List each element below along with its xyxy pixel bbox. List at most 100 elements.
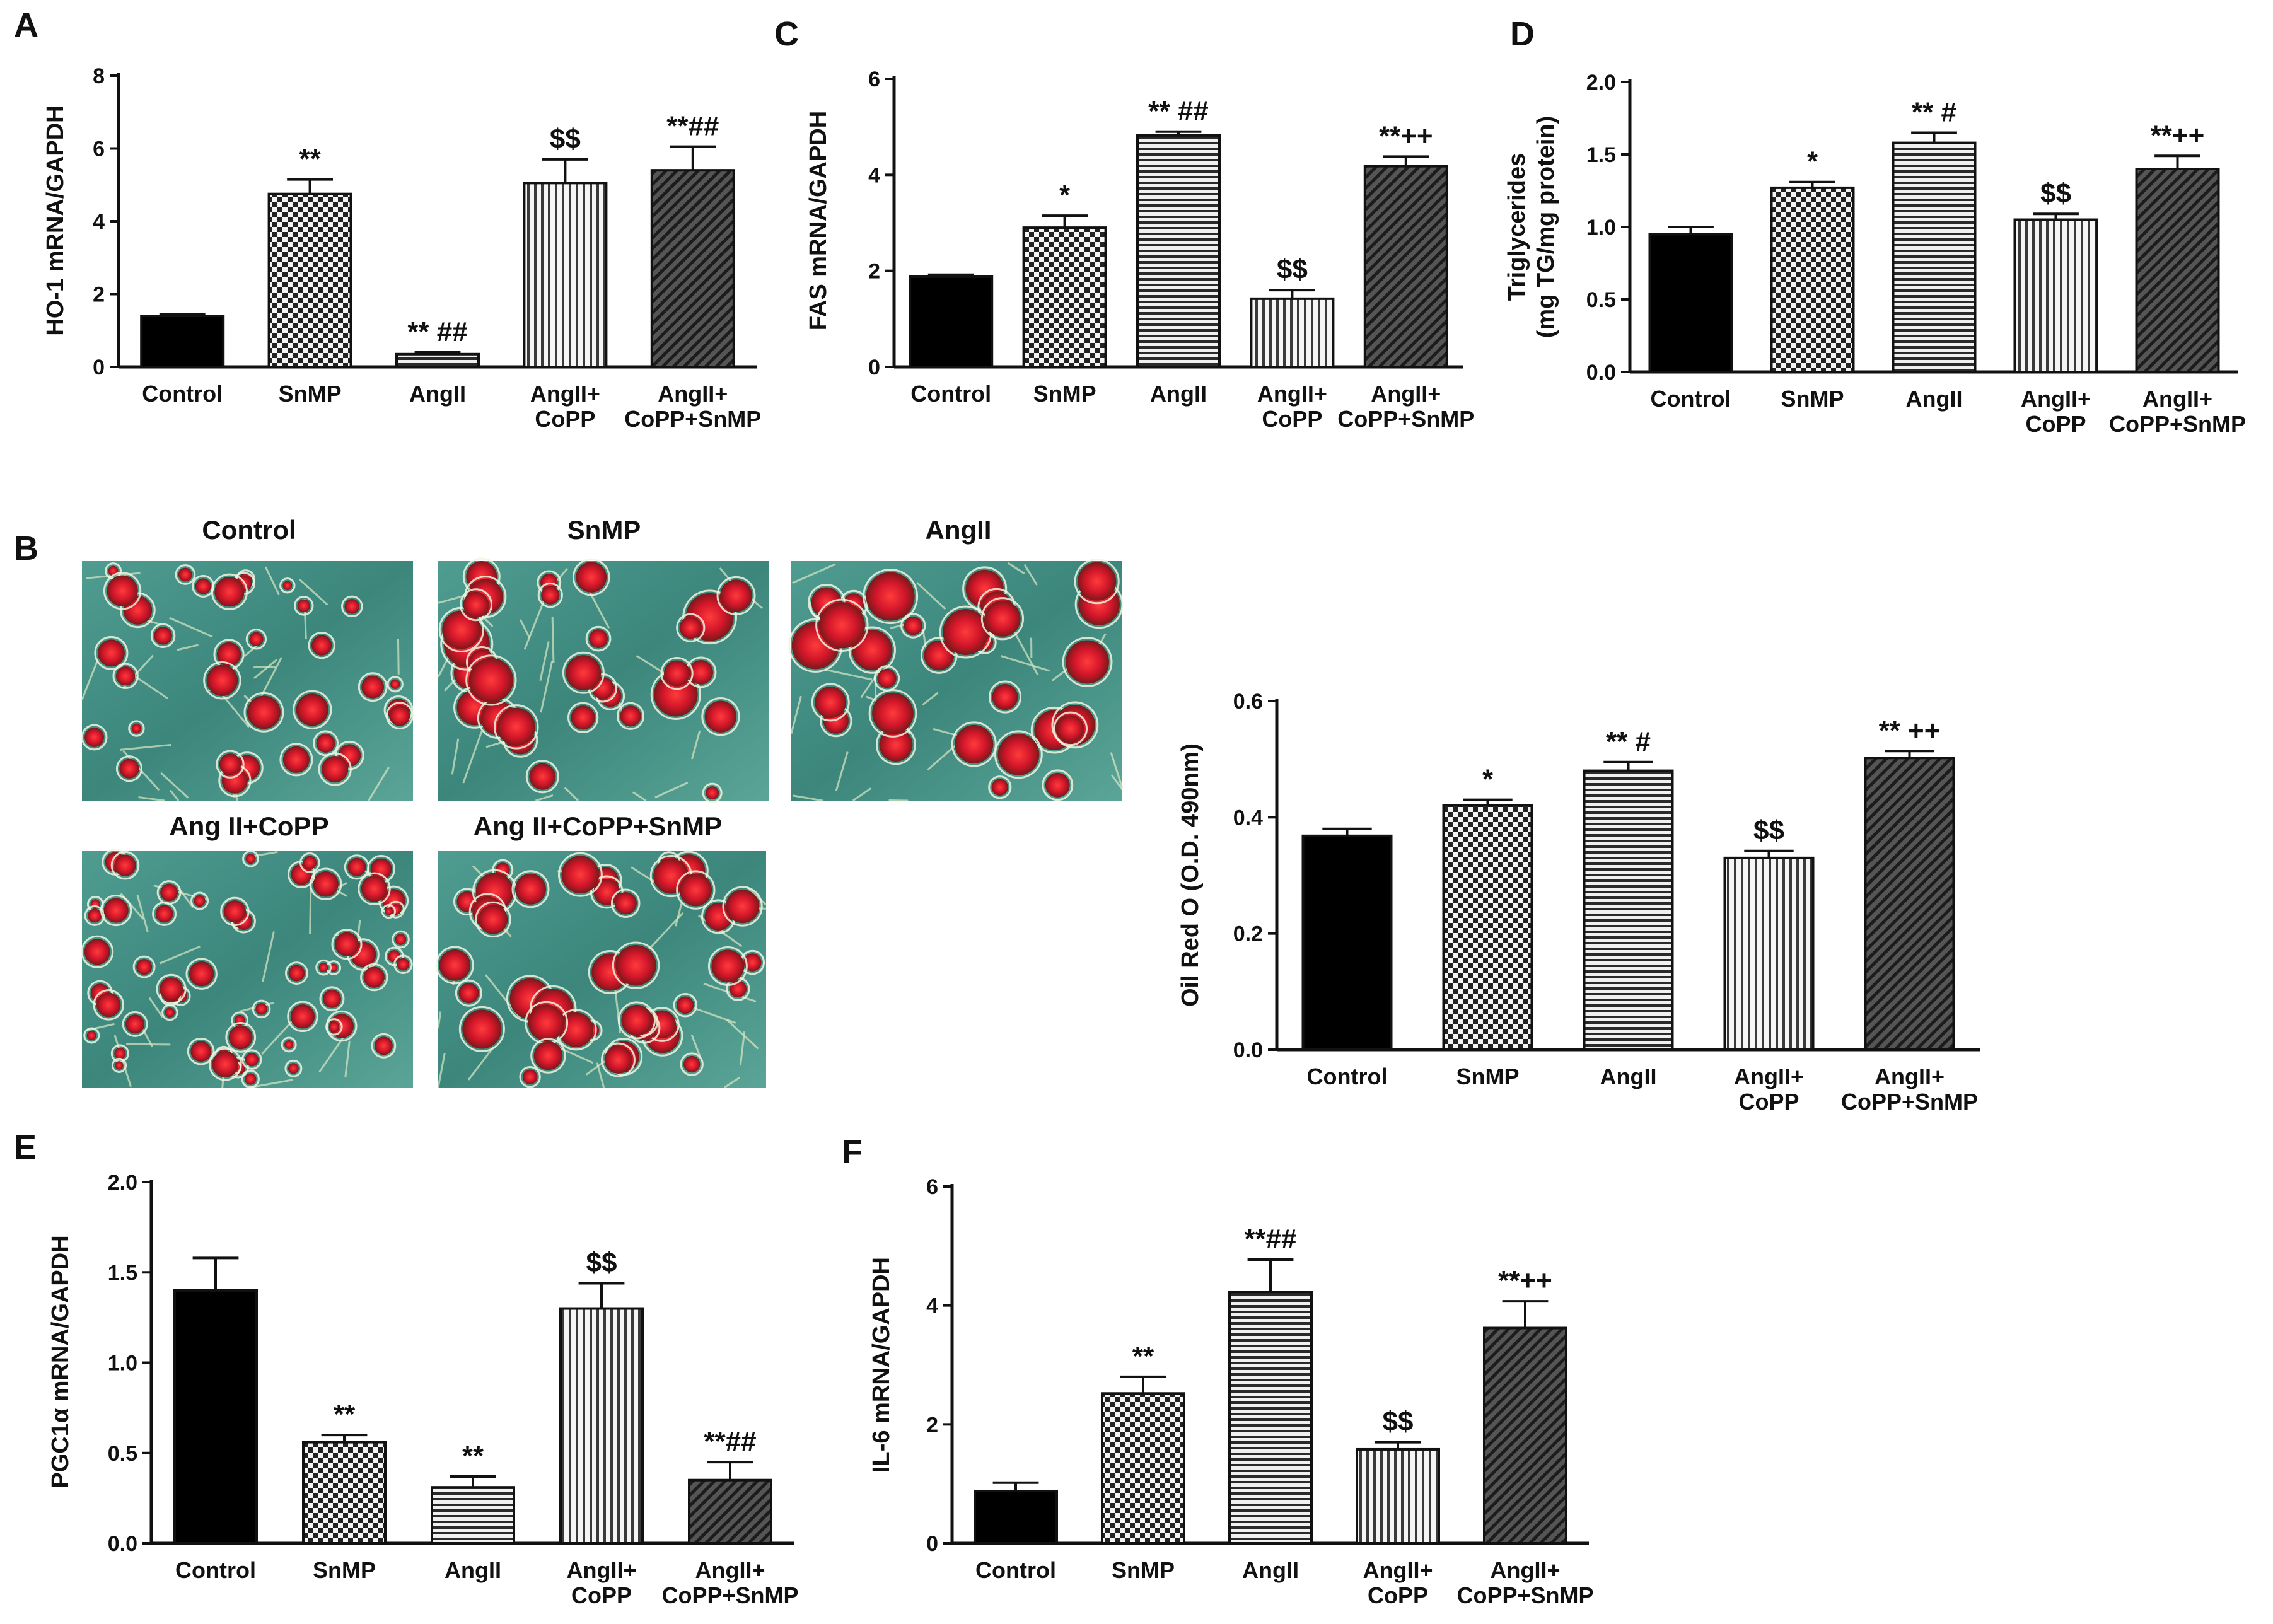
cell-process	[1001, 655, 1050, 672]
lipid-droplet	[456, 891, 478, 912]
cell-outline	[81, 724, 108, 751]
x-category-label: AngII+ CoPP	[2021, 386, 2091, 437]
x-category-label: AngII	[1242, 1557, 1299, 1583]
x-category-label: SnMP	[313, 1557, 376, 1583]
cell-outline	[335, 740, 364, 770]
cell-outline	[315, 959, 332, 976]
cell-process	[264, 566, 280, 596]
bar-angii-copp	[1250, 297, 1335, 368]
lipid-droplet	[114, 854, 136, 876]
cell-process	[632, 791, 647, 802]
y-tick-label: 2	[926, 1413, 938, 1437]
lipid-droplet	[683, 1055, 701, 1073]
cell-process	[250, 850, 278, 858]
cell-outline	[313, 730, 339, 757]
lipid-droplet	[663, 660, 690, 687]
cell-process	[1111, 774, 1124, 791]
cell-outline	[572, 558, 610, 596]
lipid-droplet	[361, 876, 388, 902]
bar-snmp	[302, 1441, 387, 1545]
lipid-droplet	[311, 635, 332, 656]
cell-process	[1023, 564, 1038, 586]
lipid-droplet	[614, 891, 637, 915]
lipid-droplet	[178, 567, 192, 582]
significance-label: **	[462, 1441, 484, 1471]
lipid-droplet	[390, 679, 400, 689]
lipid-droplet	[571, 705, 595, 730]
x-category-label: AngII+ CoPP+SnMP	[1841, 1064, 1978, 1115]
lipid-droplet	[206, 664, 238, 696]
x-category-label: AngII	[445, 1557, 501, 1583]
cell-outline	[161, 1004, 178, 1021]
lipid-droplet	[131, 723, 142, 734]
cell-outline	[716, 576, 756, 615]
cell-outline	[358, 672, 388, 702]
cell-outline	[371, 1033, 397, 1058]
cell-outline	[279, 577, 296, 594]
lipid-droplet	[943, 609, 989, 656]
significance-label: **	[299, 144, 321, 175]
lipid-droplet	[313, 871, 339, 897]
cell-outline	[318, 752, 352, 786]
lipid-droplet	[115, 666, 136, 686]
cell-outline	[241, 1069, 260, 1089]
cell-outline	[344, 854, 369, 880]
cell-outline	[83, 1027, 100, 1044]
lipid-droplet	[389, 705, 410, 726]
lipid-droplet	[815, 686, 847, 718]
lipid-droplet	[397, 958, 410, 971]
lipid-droplet	[872, 692, 914, 734]
cell-outline	[458, 1006, 505, 1052]
cell-outline	[115, 755, 142, 782]
y-tick-label: 0.0	[108, 1532, 137, 1556]
bar-angii	[395, 352, 480, 368]
cell-process	[437, 1053, 446, 1088]
cell-outline	[617, 1001, 656, 1040]
cell-process	[539, 641, 550, 681]
significance-label: $$	[586, 1247, 617, 1278]
cell-outline	[980, 597, 1025, 641]
cell-outline	[557, 852, 603, 897]
cell-outline	[122, 1011, 148, 1037]
cell-outline	[702, 782, 723, 803]
bar-angii	[1136, 134, 1221, 368]
y-axis-label: Triglycerides (mg TG/mg protein)	[1504, 116, 1559, 339]
cell-process	[790, 695, 802, 734]
x-category-label: SnMP	[279, 381, 342, 407]
lipid-droplet	[119, 758, 139, 779]
cell-outline	[220, 896, 250, 927]
cell-outline	[387, 676, 404, 693]
chart-a: 0 2 4 6 8 HO-1 mRNA/GAPDH Control ** SnMP ** ## An…	[42, 64, 761, 432]
y-axis-label: IL-6 mRNA/GAPDH	[868, 1257, 895, 1473]
significance-label: ** ##	[407, 316, 467, 347]
lipid-droplet	[195, 578, 211, 594]
micrograph-tile	[81, 561, 414, 802]
cell-outline	[381, 904, 396, 919]
cell-outline	[308, 631, 335, 659]
micrograph-title-snmp: SnMP	[567, 515, 641, 545]
x-category-label: Control	[142, 381, 223, 407]
micrograph-title-angii-copp-snmp: Ang II+CoPP+SnMP	[474, 811, 722, 841]
lipid-droplet	[160, 883, 178, 902]
cell-process	[1007, 562, 1025, 575]
lipid-droplet	[529, 763, 556, 790]
micrograph-grid: Control SnMP AngII Ang II+CoPP Ang II+Co…	[81, 515, 1124, 1089]
cell-outline	[601, 1042, 636, 1077]
lipid-droplet	[679, 617, 702, 639]
cell-process	[177, 644, 199, 651]
y-tick-label: 1.0	[1586, 216, 1616, 240]
significance-label: **	[334, 1399, 356, 1430]
x-category-label: AngII+ CoPP+SnMP	[2109, 386, 2246, 437]
significance-label: ** ##	[1148, 96, 1208, 127]
cell-process	[523, 598, 545, 650]
lipid-droplet	[725, 889, 760, 924]
cell-process	[437, 1011, 442, 1029]
cell-outline	[863, 569, 919, 625]
lipid-droplet	[322, 989, 341, 1008]
lipid-droplet	[303, 856, 317, 870]
significance-label: $$	[1277, 254, 1308, 285]
lipid-droplet	[866, 572, 915, 621]
y-tick-label: 8	[93, 64, 105, 88]
cell-process	[922, 692, 939, 706]
cell-process	[540, 661, 554, 713]
